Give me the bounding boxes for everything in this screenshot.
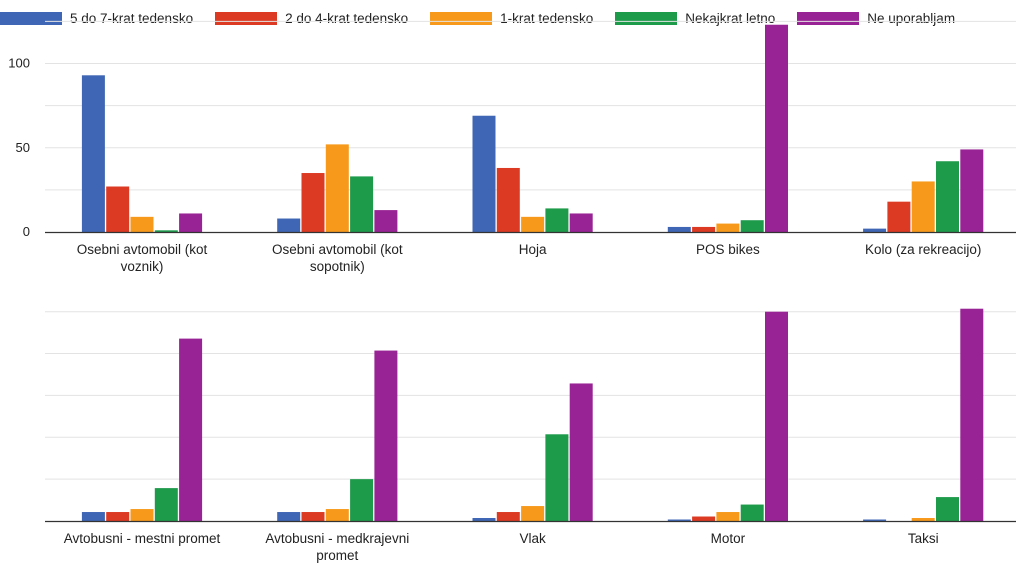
category-label: Osebni avtomobil (kot sopotnik) (272, 242, 403, 274)
bar (569, 213, 593, 232)
bar (716, 223, 740, 232)
category-label: Avtobusni - mestni promet (64, 531, 221, 546)
category-label: POS bikes (696, 242, 760, 257)
bar (936, 161, 959, 232)
category-label-line: voznik) (121, 259, 164, 274)
bar (740, 220, 764, 232)
category-label-line: Osebni avtomobil (kot (77, 242, 208, 257)
bar (667, 226, 691, 232)
bar (765, 311, 788, 521)
bar (179, 338, 203, 521)
bar (496, 167, 520, 232)
category-label-line: POS bikes (696, 242, 760, 257)
bar (472, 115, 496, 232)
category-label: Avtobusni - medkrajevni promet (265, 531, 409, 563)
category-label-line: Kolo (za rekreacijo) (865, 242, 981, 257)
bar (911, 518, 935, 521)
bar (301, 173, 325, 232)
y-tick-label: 50 (16, 140, 30, 155)
bar (130, 216, 154, 232)
category-label-line: Avtobusni - medkrajevni (265, 531, 409, 546)
bar (960, 149, 984, 232)
category-label-line: Osebni avtomobil (kot (272, 242, 403, 257)
bar (374, 210, 398, 232)
bar (716, 512, 740, 521)
bar (521, 506, 545, 521)
bar (936, 497, 959, 521)
bar (692, 516, 716, 521)
bar (496, 512, 520, 521)
category-label-line: promet (316, 548, 358, 563)
bar (521, 216, 545, 232)
bar (374, 350, 398, 521)
bar (277, 218, 301, 232)
category-label: Vlak (519, 531, 546, 546)
category-label-line: Hoja (519, 242, 547, 257)
bar (325, 144, 349, 232)
bar (667, 519, 691, 521)
bar (154, 230, 178, 232)
category-label-line: sopotnik) (310, 259, 365, 274)
bar (130, 509, 154, 521)
bar (740, 504, 764, 521)
category-label: Osebni avtomobil (kot voznik) (77, 242, 208, 274)
bar (179, 213, 203, 232)
bar (350, 176, 374, 232)
bar (911, 181, 935, 232)
bar (301, 512, 325, 521)
bar (106, 186, 130, 232)
bar (325, 509, 349, 521)
category-label: Taksi (908, 531, 939, 546)
category-label: Hoja (519, 242, 547, 257)
bar (569, 383, 593, 521)
bar (81, 75, 105, 232)
bar (863, 519, 887, 521)
y-tick-label: 0 (23, 224, 30, 239)
bar (765, 24, 788, 233)
bar (960, 308, 984, 521)
category-label-line: Motor (711, 531, 746, 546)
bar (106, 512, 130, 521)
y-tick-label: 100 (8, 56, 30, 71)
bar (545, 208, 569, 232)
category-label: Motor (711, 531, 746, 546)
category-label-line: Avtobusni - mestni promet (64, 531, 221, 546)
bar (887, 201, 911, 232)
bar (545, 434, 569, 521)
bar (863, 228, 887, 232)
bar (154, 488, 178, 521)
bar (350, 479, 374, 521)
category-label-line: Vlak (519, 531, 546, 546)
bar (692, 226, 716, 232)
category-label-line: Taksi (908, 531, 939, 546)
category-label: Kolo (za rekreacijo) (865, 242, 981, 257)
bar (277, 512, 301, 521)
bar (472, 518, 496, 521)
bar (81, 512, 105, 521)
